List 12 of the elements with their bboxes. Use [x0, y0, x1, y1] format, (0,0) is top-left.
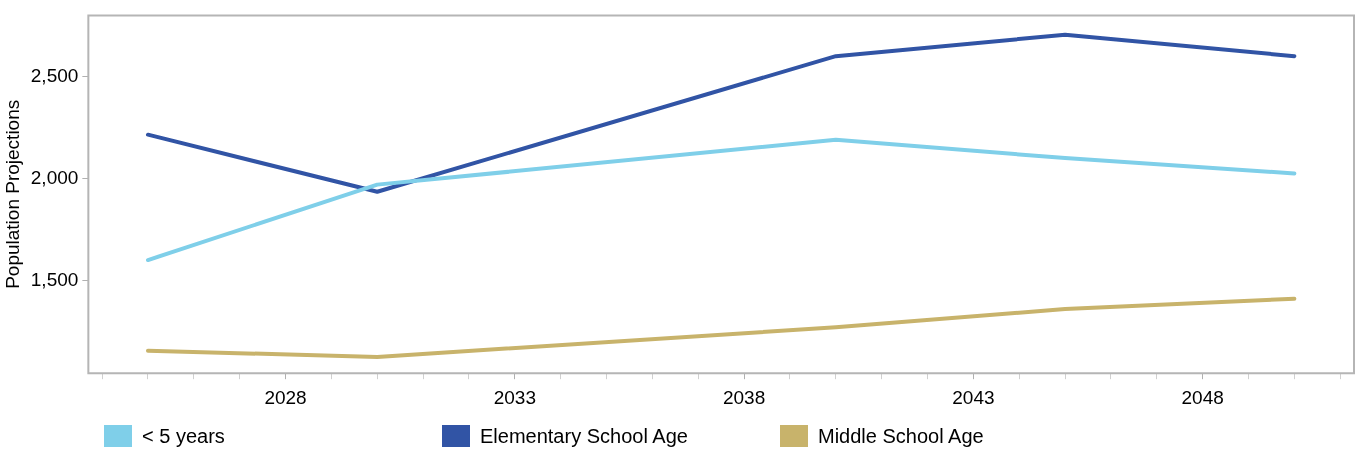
legend-label: Middle School Age	[818, 424, 984, 448]
y-tick-label: 2,500	[30, 64, 79, 86]
y-tick-label: 2,000	[30, 166, 79, 188]
y-tick-label: 1,500	[30, 268, 79, 290]
x-tick-label: 2048	[1181, 386, 1224, 408]
x-tick-label: 2033	[493, 386, 536, 408]
x-tick-label: 2043	[952, 386, 995, 408]
legend-label: Elementary School Age	[480, 424, 688, 448]
x-tick-label: 2028	[264, 386, 307, 408]
x-tick-label: 2038	[722, 386, 766, 408]
legend-label: < 5 years	[142, 424, 225, 448]
y-axis-title: Population Projections	[1, 99, 23, 289]
